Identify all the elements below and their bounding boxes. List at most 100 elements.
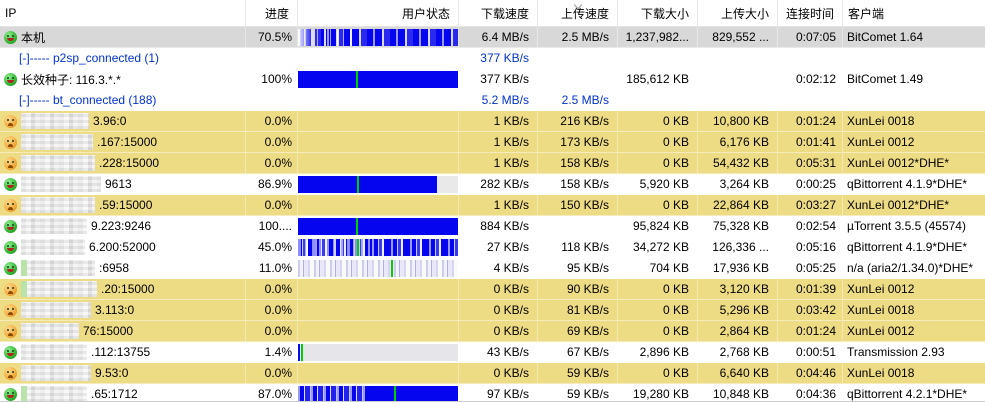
progress-cell: 0.0% — [246, 321, 298, 342]
peer-row[interactable]: 长效种子: 116.3.*.* 100% 377 KB/s 185,612 KB 0:0… — [0, 69, 985, 90]
blurred-ip-mask — [21, 176, 101, 192]
download-size-cell: 5,920 KB — [618, 174, 698, 195]
peer-availability-bar — [298, 70, 458, 88]
connect-time-cell: 0:00:25 — [778, 174, 843, 195]
column-header-label: 连接时间 — [785, 6, 834, 21]
peer-row[interactable]: 3.96:0 0.0% 1 KB/s 216 KB/s 0 KB 10,800 KB 0:0… — [0, 111, 985, 132]
group-row[interactable]: [-]----- p2sp_connected (1) 377 KB/s — [0, 48, 985, 69]
ip-label: 3.113:0 — [95, 303, 135, 317]
download-size-cell: 0 KB — [618, 279, 698, 300]
download-speed-cell: 4 KB/s — [459, 258, 538, 279]
sad-face-icon — [4, 135, 17, 149]
peer-row[interactable]: 6.200:52000 45.0% 27 KB/s 118 KB/s 34,272 KB… — [0, 237, 985, 258]
progress-cell: 0.0% — [246, 111, 298, 132]
download-size-cell: 704 KB — [618, 258, 698, 279]
peer-row[interactable]: 9.53:0 0.0% 0 KB/s 59 KB/s 0 KB 6,640 KB 0:04:… — [0, 363, 985, 384]
upload-size-cell: 10,848 KB — [698, 384, 778, 401]
download-speed-cell: 377 KB/s — [459, 48, 538, 69]
download-size-cell: 0 KB — [618, 363, 698, 384]
sad-face-icon — [4, 156, 17, 170]
ip-label: .112:13755 — [91, 345, 151, 359]
happy-face-icon — [4, 387, 17, 401]
peer-row[interactable]: .167:15000 0.0% 1 KB/s 173 KB/s 0 KB 6,176 KB… — [0, 132, 985, 153]
upload-size-cell — [698, 69, 778, 90]
peer-row[interactable]: 3.113:0 0.0% 0 KB/s 81 KB/s 0 KB 5,296 KB 0:03… — [0, 300, 985, 321]
upload-size-cell — [698, 90, 778, 111]
progress-cell: 100% — [246, 69, 298, 90]
column-header-upload-size[interactable]: 上传大小 — [698, 0, 778, 26]
blurred-ip-mask — [21, 386, 87, 401]
progress-cell — [246, 48, 298, 69]
ip-cell: 76:15000 — [0, 321, 246, 342]
happy-face-icon — [4, 30, 17, 44]
upload-speed-cell — [538, 48, 618, 69]
user-status-cell — [298, 237, 459, 258]
upload-size-cell: 6,176 KB — [698, 132, 778, 153]
ip-label: .59:15000 — [99, 198, 153, 212]
peer-availability-bar — [298, 28, 458, 46]
ip-label: .65:1712 — [91, 387, 138, 401]
ip-label: 9.53:0 — [95, 366, 129, 380]
column-header-progress[interactable]: 进度 — [246, 0, 298, 26]
user-status-cell — [298, 321, 459, 342]
availability-marker — [357, 238, 360, 256]
progress-cell: 70.5% — [246, 27, 298, 48]
column-header-download-speed[interactable]: 下载速度 — [459, 0, 538, 26]
column-header-download-size[interactable]: 下载大小 — [618, 0, 698, 26]
column-header-connect-time[interactable]: 连接时间 — [778, 0, 843, 26]
client-cell: Transmission 2.93 — [843, 342, 985, 363]
column-header-label: 上传速度 — [560, 6, 609, 21]
upload-size-cell: 3,120 KB — [698, 279, 778, 300]
peer-row[interactable]: .112:13755 1.4% 43 KB/s 67 KB/s 2,896 KB 2,76… — [0, 342, 985, 363]
download-size-cell — [618, 48, 698, 69]
upload-size-cell: 10,800 KB — [698, 111, 778, 132]
column-header-label: 客户端 — [848, 6, 885, 21]
self-row[interactable]: 本机 70.5% 6.4 MB/s 2.5 MB/s 1,237,982... 829,5… — [0, 27, 985, 48]
download-size-cell: 0 KB — [618, 300, 698, 321]
connect-time-cell: 0:01:24 — [778, 321, 843, 342]
column-header-row: IP 进度 用户状态 下载速度 上传速度 下载大小 上传大小 连接时间 客户端 — [0, 0, 985, 27]
client-cell: XunLei 0018 — [843, 111, 985, 132]
happy-face-icon — [4, 177, 17, 191]
connect-time-cell: 0:03:27 — [778, 195, 843, 216]
upload-size-cell: 2,864 KB — [698, 321, 778, 342]
peer-availability-bar — [298, 217, 458, 235]
progress-cell: 0.0% — [246, 363, 298, 384]
group-row[interactable]: [-]----- bt_connected (188) 5.2 MB/s 2.5 M… — [0, 90, 985, 111]
availability-marker — [357, 175, 360, 193]
progress-cell: 100.... — [246, 216, 298, 237]
column-header-user-status[interactable]: 用户状态 — [298, 0, 459, 26]
peer-row[interactable]: .228:15000 0.0% 1 KB/s 158 KB/s 0 KB 54,432 K… — [0, 153, 985, 174]
peer-row[interactable]: .59:15000 0.0% 1 KB/s 150 KB/s 0 KB 22,864 KB… — [0, 195, 985, 216]
user-status-cell — [298, 363, 459, 384]
connect-time-cell: 0:04:36 — [778, 384, 843, 401]
progress-cell: 87.0% — [246, 384, 298, 401]
peer-row[interactable]: :6958 11.0% 4 KB/s 95 KB/s 704 KB 17,936 KB 0:… — [0, 258, 985, 279]
upload-speed-cell: 118 KB/s — [538, 237, 618, 258]
availability-marker — [355, 217, 358, 235]
column-header-upload-speed[interactable]: 上传速度 — [538, 0, 618, 26]
user-status-cell — [298, 300, 459, 321]
upload-speed-cell: 150 KB/s — [538, 195, 618, 216]
peer-row[interactable]: .65:1712 87.0% 97 KB/s 59 KB/s 19,280 KB 10,8… — [0, 384, 985, 401]
user-status-cell — [298, 342, 459, 363]
progress-cell: 0.0% — [246, 132, 298, 153]
peer-row[interactable]: 9613 86.9% 282 KB/s 158 KB/s 5,920 KB 3,264 K… — [0, 174, 985, 195]
upload-speed-cell: 90 KB/s — [538, 279, 618, 300]
client-cell: XunLei 0012*DHE* — [843, 195, 985, 216]
ip-label: 3.96:0 — [93, 114, 127, 128]
blurred-ip-mask — [21, 197, 95, 213]
column-header-ip[interactable]: IP — [0, 0, 246, 26]
progress-cell: 0.0% — [246, 279, 298, 300]
column-header-client[interactable]: 客户端 — [843, 0, 985, 26]
connect-time-cell: 0:03:42 — [778, 300, 843, 321]
client-cell: XunLei 0018 — [843, 300, 985, 321]
peer-row[interactable]: 9.223:9246 100.... 884 KB/s 95,824 KB 75,328… — [0, 216, 985, 237]
peer-row[interactable]: 76:15000 0.0% 0 KB/s 69 KB/s 0 KB 2,864 KB 0:0… — [0, 321, 985, 342]
user-status-cell — [298, 258, 459, 279]
peer-row[interactable]: .20:15000 0.0% 0 KB/s 90 KB/s 0 KB 3,120 KB 0:… — [0, 279, 985, 300]
availability-marker — [394, 385, 396, 401]
blurred-ip-mask — [21, 155, 95, 171]
user-status-cell — [298, 384, 459, 401]
ip-label: 9.223:9246 — [91, 219, 152, 233]
